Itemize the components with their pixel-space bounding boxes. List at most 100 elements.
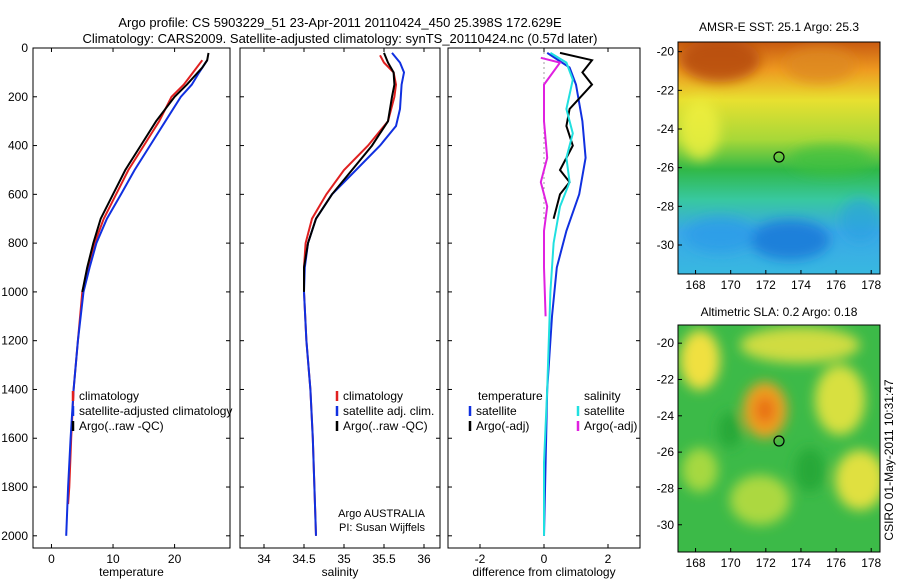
header-line1: Argo profile: CS 5903229_51 23-Apr-2011 … (118, 15, 562, 30)
temperature-frame (32, 47, 231, 549)
temperature-ytick-label: 0 (21, 41, 28, 55)
temperature-legend-label: Argo(..raw -QC) (79, 419, 164, 433)
temperature-ytick-label: 1000 (1, 285, 28, 299)
sla-ytick-label: -28 (657, 481, 675, 495)
zero-reference-dot (543, 72, 545, 74)
zero-reference-dot (543, 52, 545, 54)
sst-xtick-label: 174 (791, 278, 811, 292)
salinity-xtick-label: 36 (417, 552, 431, 566)
temperature-ytick-label: 1200 (1, 334, 28, 348)
zero-reference-dot (543, 207, 545, 209)
difference-series-3 (539, 56, 562, 317)
zero-reference-dot (543, 67, 545, 69)
temperature-ytick-label: 600 (8, 187, 28, 201)
diff-legend-title-left: temperature (478, 389, 543, 403)
sst-xtick-label: 176 (826, 278, 846, 292)
sla-xtick-label: 168 (686, 556, 706, 570)
salinity-legend-label: Argo(..raw -QC) (343, 419, 428, 433)
salinity-xtick-label: 35.5 (372, 552, 396, 566)
difference-xtick-label: 0 (541, 552, 548, 566)
sla-xtick-label: 176 (826, 556, 846, 570)
temperature-series-2 (81, 52, 210, 293)
salinity-xlabel: salinity (322, 565, 359, 579)
zero-reference-dot (543, 182, 545, 184)
salinity-legend-label: satellite adj. clim. (343, 404, 434, 418)
salinity-xtick-label: 34 (257, 552, 271, 566)
zero-reference-dot (543, 187, 545, 189)
zero-reference-dot (543, 147, 545, 149)
difference-xtick-label: -2 (475, 552, 486, 566)
salinity-frame (239, 47, 441, 549)
temperature-xtick-label: 10 (106, 552, 120, 566)
side-stamp: CSIRO 01-May-2011 10:31:47 (882, 379, 896, 541)
salinity-xtick-label: 34.5 (292, 552, 316, 566)
sla-ytick-label: -24 (657, 409, 675, 423)
temperature-xtick-label: 0 (48, 552, 55, 566)
sla-argo-marker (773, 435, 785, 447)
sla-xtick-label: 174 (791, 556, 811, 570)
salinity-series-1 (302, 52, 406, 536)
zero-reference-dot (543, 62, 545, 64)
temperature-ytick-label: 1600 (1, 431, 28, 445)
temperature-ytick-label: 400 (8, 139, 28, 153)
sla-ytick-label: -22 (657, 372, 675, 386)
sla-map: Altimetric SLA: 0.2 Argo: 0.18 168 170 172… (657, 305, 882, 570)
sla-xtick-label: 178 (861, 556, 881, 570)
zero-reference-dot (543, 177, 545, 179)
temperature-legend-label: climatology (79, 389, 139, 403)
temperature-series-0 (67, 59, 204, 505)
zero-reference-dot (543, 217, 545, 219)
temperature-xlabel: temperature (99, 565, 164, 579)
sst-frame (677, 41, 881, 275)
zero-reference-dot (543, 212, 545, 214)
zero-reference-dot (543, 152, 545, 154)
difference-series-2 (543, 52, 574, 536)
zero-reference-dot (543, 137, 545, 139)
difference-xlabel: difference from climatology (472, 565, 615, 579)
sla-xtick-label: 172 (756, 556, 776, 570)
sst-ytick-label: -26 (657, 161, 675, 175)
sla-ytick-label: -26 (657, 445, 675, 459)
header-line2: Climatology: CARS2009. Satellite-adjuste… (83, 31, 598, 46)
sst-xtick-label: 170 (721, 278, 741, 292)
sst-title: AMSR-E SST: 25.1 Argo: 25.3 (699, 20, 859, 34)
sst-argo-marker (773, 151, 785, 163)
zero-reference-dot (543, 162, 545, 164)
sst-ytick-label: -20 (657, 45, 675, 59)
diff-legend-label: Argo(-adj) (476, 419, 529, 433)
temperature-xtick-label: 20 (168, 552, 182, 566)
salinity-annotation: Argo AUSTRALIA (338, 508, 425, 520)
temperature-ytick-label: 2000 (1, 529, 28, 543)
salinity-legend-label: climatology (343, 389, 403, 403)
temperature-ytick-label: 1800 (1, 480, 28, 494)
diff-legend-label: satellite (584, 404, 625, 418)
sst-ytick-label: -24 (657, 122, 675, 136)
sst-xtick-label: 168 (686, 278, 706, 292)
salinity-xtick-label: 35 (337, 552, 351, 566)
salinity-series-2 (303, 52, 396, 292)
zero-reference-dot (543, 77, 545, 79)
diff-legend-label: satellite (476, 404, 517, 418)
sla-ytick-label: -20 (657, 336, 675, 350)
temperature-ytick-label: 200 (8, 90, 28, 104)
sla-xtick-label: 170 (721, 556, 741, 570)
diff-legend-label: Argo(-adj) (584, 419, 637, 433)
zero-reference-dot (543, 157, 545, 159)
salinity-panel: 34 34.5 35 35.5 36 salinity climatologysatelli… (239, 47, 441, 579)
sst-map: AMSR-E SST: 25.1 Argo: 25.3 168 170 172 174… (657, 20, 882, 292)
sst-xtick-label: 172 (756, 278, 776, 292)
sla-title: Altimetric SLA: 0.2 Argo: 0.18 (701, 305, 858, 319)
temperature-legend-label: satellite-adjusted climatology (79, 404, 232, 418)
diff-legend-title-right: salinity (584, 389, 621, 403)
zero-reference-dot (543, 202, 545, 204)
difference-series-1 (552, 51, 594, 219)
zero-reference-dot (543, 142, 545, 144)
sla-ytick-label: -30 (657, 518, 675, 532)
sst-xtick-label: 178 (861, 278, 881, 292)
sst-ytick-label: -28 (657, 199, 675, 213)
salinity-series-0 (303, 54, 398, 536)
temperature-panel: 0 200 400 600 800 1000 1200 1400 1600 1800 2000 0 10… (1, 41, 232, 579)
temperature-ytick-label: 800 (8, 236, 28, 250)
